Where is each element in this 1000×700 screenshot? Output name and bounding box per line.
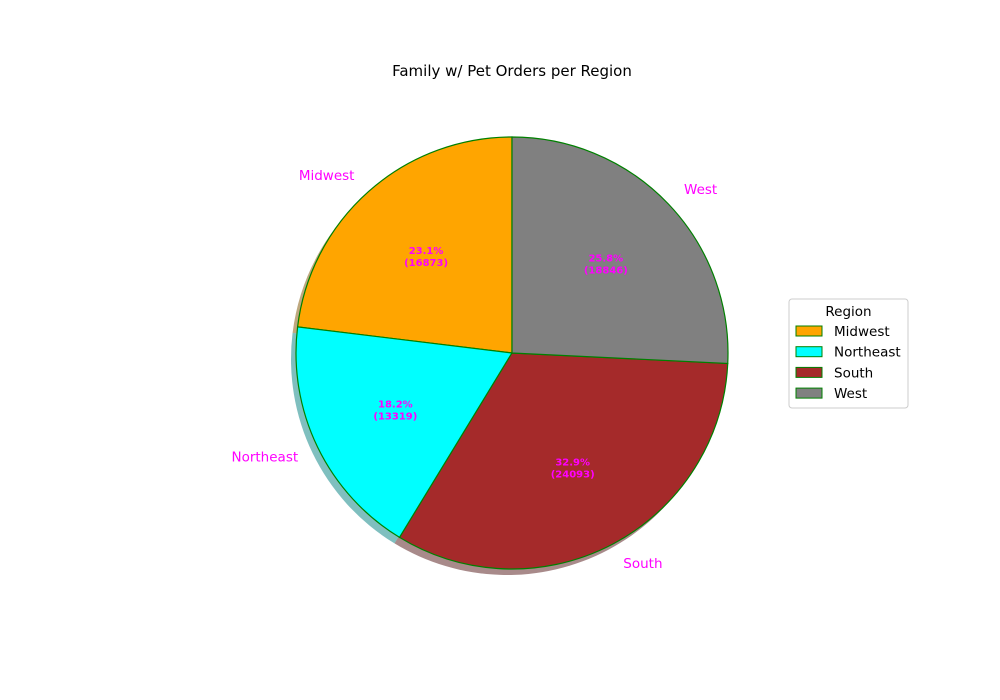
legend-swatch-west (795, 387, 823, 399)
legend-label-midwest: Midwest (834, 324, 890, 340)
pie-slice-midwest (296, 136, 513, 354)
legend-swatch-south (795, 366, 823, 378)
percent-label-midwest: 23.1% (16873) (404, 246, 448, 269)
slice-label-midwest: Midwest (299, 168, 355, 184)
legend: Region Midwest Northeast South West (788, 298, 909, 409)
slice-label-south: South (623, 556, 662, 572)
chart-title: Family w/ Pet Orders per Region (392, 62, 632, 80)
legend-swatch-northeast (795, 346, 823, 358)
legend-swatch-midwest (795, 325, 823, 337)
slice-label-west: West (684, 182, 717, 198)
pie-slice-south (398, 352, 729, 570)
percent-labels: 23.1% (16873) 18.2% (13319) 32.9% (24093) 25.8… (373, 246, 627, 481)
legend-title: Region (825, 304, 871, 320)
slice-label-northeast: Northeast (231, 450, 298, 466)
pie-slices (295, 136, 729, 570)
percent-label-west: 25.8% (18846) (584, 254, 628, 277)
slice-labels: Midwest Northeast South West (231, 168, 717, 572)
pie-slice-west (511, 136, 729, 365)
pie-slice-northeast (295, 326, 513, 539)
legend-label-northeast: Northeast (834, 345, 901, 361)
percent-label-south: 32.9% (24093) (551, 458, 595, 481)
legend-label-south: South (834, 365, 873, 381)
percent-label-northeast: 18.2% (13319) (373, 399, 417, 422)
legend-label-west: West (834, 386, 867, 402)
